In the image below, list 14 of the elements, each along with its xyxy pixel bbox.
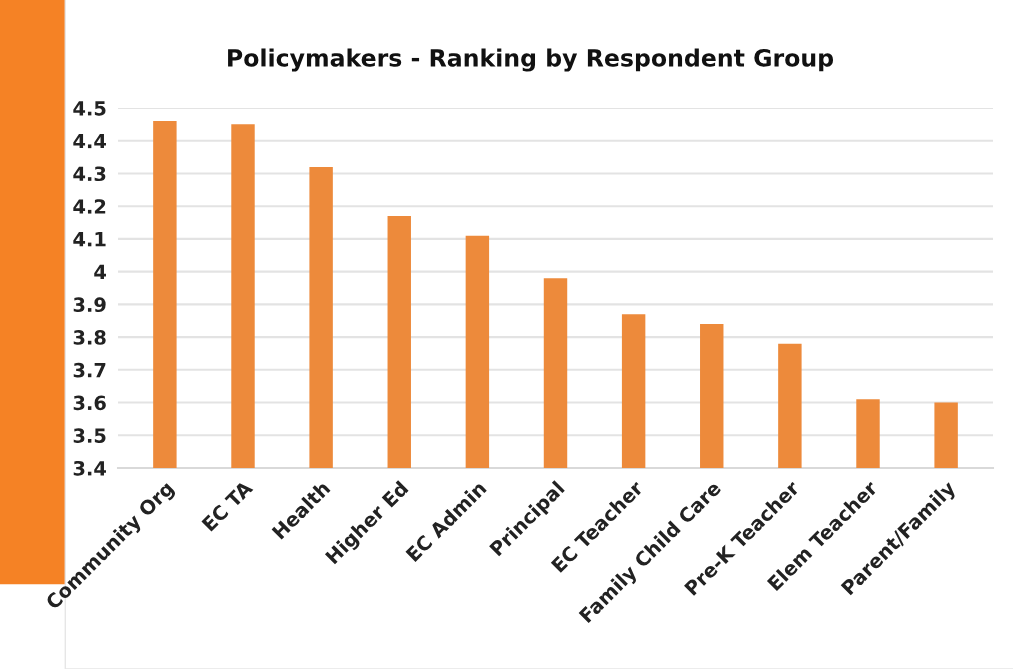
y-tick-label: 4 [94, 264, 106, 280]
y-tick-label: 4.4 [73, 133, 106, 149]
y-tick-label: 4.2 [73, 199, 106, 214]
y-tick-label: 4.5 [73, 101, 106, 116]
x-tick-label: EC TA [201, 479, 254, 532]
y-tick-label: 3.9 [73, 297, 106, 313]
chart-title: Policymakers - Ranking by Respondent Group [228, 48, 834, 72]
y-tick-label: 3.7 [73, 362, 106, 378]
y-tick-label: 3.5 [73, 428, 106, 443]
y-tick-label: 4.3 [73, 166, 106, 182]
y-tick-label: 3.4 [73, 460, 106, 476]
y-tick-label: 4.1 [73, 232, 106, 247]
y-tick-label: 3.6 [73, 395, 106, 411]
y-tick-label: 3.8 [73, 330, 106, 345]
